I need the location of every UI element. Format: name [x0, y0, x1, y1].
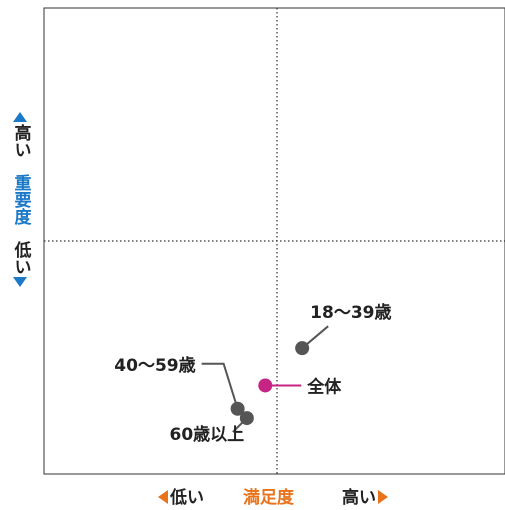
- point-4-marker: [239, 411, 254, 426]
- x-axis-title: 満足度: [243, 488, 294, 508]
- point-1-label: 18〜39歳: [310, 302, 391, 323]
- y-axis-low-label: 低い: [10, 241, 31, 275]
- point-3-leader: [201, 362, 239, 410]
- x-axis-high: 高い: [342, 483, 388, 508]
- point-1-marker: [295, 341, 310, 356]
- y-axis-labels: 高い 重要度 低い: [6, 112, 34, 287]
- up-arrow-icon: [13, 112, 27, 122]
- right-arrow-icon: [378, 490, 388, 504]
- left-arrow-icon: [158, 490, 168, 504]
- x-axis-high-label: 高い: [342, 488, 376, 508]
- point-2-marker: [258, 378, 273, 393]
- x-axis-labels: 低い 満足度 高い: [0, 480, 505, 510]
- point-3-label: 40〜59歳: [114, 355, 195, 376]
- y-axis-high-label: 高い: [10, 124, 31, 158]
- x-axis-low: 低い: [158, 483, 204, 508]
- point-4-label: 60歳以上: [170, 424, 245, 445]
- x-axis-low-label: 低い: [170, 488, 204, 508]
- point-3-marker: [230, 401, 245, 416]
- y-axis-title: 重要度: [10, 174, 31, 225]
- down-arrow-icon: [13, 277, 27, 287]
- point-2-label: 全体: [306, 376, 342, 397]
